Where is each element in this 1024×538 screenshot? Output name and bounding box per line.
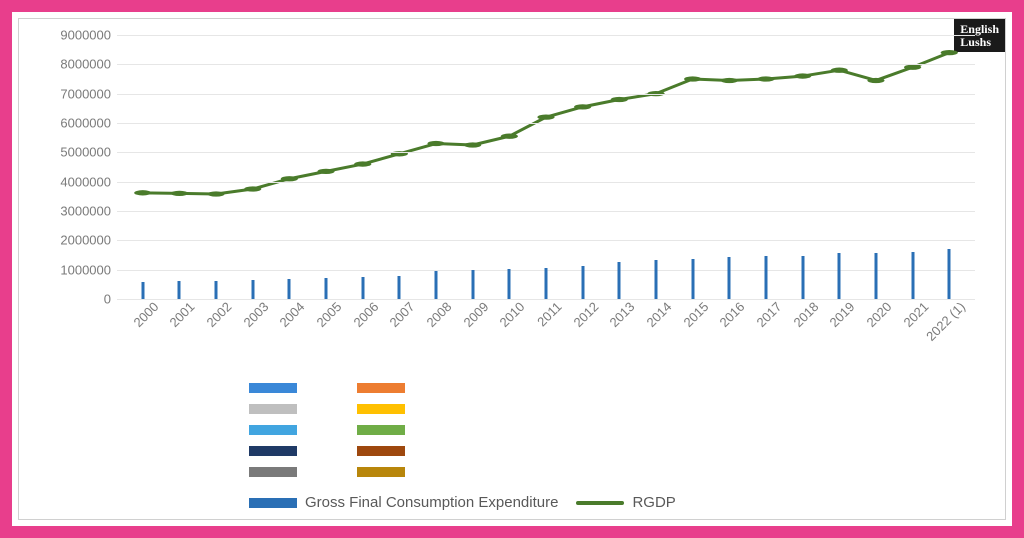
y-tick-label: 5000000: [60, 145, 117, 160]
legend-swatch-row: [357, 442, 405, 460]
y-tick-label: 3000000: [60, 204, 117, 219]
legend-swatch-row: [249, 442, 297, 460]
bar: [764, 256, 767, 299]
bar: [545, 268, 548, 299]
legend-item-bar: Gross Final Consumption Expenditure: [249, 494, 558, 511]
bar: [141, 282, 144, 299]
gridline: [117, 182, 975, 183]
gridline: [117, 94, 975, 95]
legend-swatch: [249, 383, 297, 393]
x-tick-label: 2005: [314, 299, 345, 330]
x-tick-label: 2021: [900, 299, 931, 330]
x-tick-label: 2009: [460, 299, 491, 330]
gridline: [117, 35, 975, 36]
y-tick-label: 2000000: [60, 233, 117, 248]
chart-area: 0 1000000 2000000 3000000 4000000 5000000 6000…: [39, 27, 985, 347]
gridline: [117, 240, 975, 241]
legend-bar-swatch: [249, 498, 297, 508]
x-tick-label: 2006: [350, 299, 381, 330]
bar: [838, 253, 841, 299]
bar: [618, 262, 621, 299]
legend-swatch: [357, 446, 405, 456]
x-tick-label: 2017: [753, 299, 784, 330]
bar: [911, 252, 914, 299]
plot-region: 0100000020000003000000400000050000006000…: [117, 35, 975, 299]
x-tick-label: 2007: [387, 299, 418, 330]
bar: [398, 276, 401, 299]
gridline: [117, 211, 975, 212]
bar: [471, 270, 474, 299]
legend-swatch: [249, 446, 297, 456]
gridline: [117, 64, 975, 65]
bar: [581, 266, 584, 299]
legend-swatch: [357, 467, 405, 477]
bar: [874, 253, 877, 299]
rgdp-line: [117, 35, 975, 299]
bar: [654, 260, 657, 299]
x-tick-label: 2020: [863, 299, 894, 330]
x-tick-label: 2019: [827, 299, 858, 330]
y-tick-label: 1000000: [60, 262, 117, 277]
bar: [178, 281, 181, 299]
legend-swatch: [249, 467, 297, 477]
bar: [361, 277, 364, 299]
chart-card: English Lushs 01000000200000030000004000…: [18, 18, 1006, 520]
bar: [508, 269, 511, 299]
x-tick-label: 2015: [680, 299, 711, 330]
legend-swatch-row: [357, 400, 405, 418]
x-tick-label: 2011: [534, 299, 564, 329]
bar: [251, 280, 254, 299]
legend-main: Gross Final Consumption Expenditure RGDP: [249, 494, 965, 511]
x-tick-label: 2016: [717, 299, 748, 330]
y-tick-label: 0: [104, 292, 117, 307]
gridline: [117, 123, 975, 124]
legend-line-label: RGDP: [632, 494, 675, 511]
legend-line-swatch: [576, 501, 624, 505]
legend-swatch-row: [357, 379, 405, 397]
x-tick-label: 2010: [497, 299, 528, 330]
bar: [288, 279, 291, 299]
legend-bar-label: Gross Final Consumption Expenditure: [305, 494, 558, 511]
legend-swatch: [357, 383, 405, 393]
bar: [215, 281, 218, 299]
legend-swatch: [357, 404, 405, 414]
x-tick-label: 2014: [643, 299, 674, 330]
x-tick-label: 2001: [167, 299, 198, 330]
x-tick-label: 2008: [423, 299, 454, 330]
outer-frame: English Lushs 01000000200000030000004000…: [0, 0, 1024, 538]
legend-swatch-row: [357, 463, 405, 481]
legend-swatch-row: [249, 463, 297, 481]
x-tick-label: 2012: [570, 299, 601, 330]
x-tick-label: 2000: [130, 299, 161, 330]
bar: [728, 257, 731, 299]
y-tick-label: 6000000: [60, 116, 117, 131]
bar: [325, 278, 328, 299]
bar: [435, 271, 438, 299]
x-tick-label: 2003: [240, 299, 271, 330]
x-tick-label: 2013: [607, 299, 638, 330]
x-tick-label: 2018: [790, 299, 821, 330]
legend-swatch-row: [249, 400, 297, 418]
x-axis-labels: 2000200120022003200420052006200720082009…: [117, 299, 975, 355]
x-tick-label: 2004: [277, 299, 308, 330]
legend-item-line: RGDP: [576, 494, 675, 511]
legend-swatch: [249, 404, 297, 414]
bar: [801, 256, 804, 299]
bar: [691, 259, 694, 299]
legend-swatch-row: [357, 421, 405, 439]
y-tick-label: 7000000: [60, 86, 117, 101]
x-tick-label: 2002: [204, 299, 235, 330]
legend-swatch: [357, 425, 405, 435]
x-tick-label: 2022 (1): [923, 299, 968, 344]
legend-swatch-row: [249, 421, 297, 439]
bar: [948, 249, 951, 299]
y-tick-label: 8000000: [60, 57, 117, 72]
legend-swatch-row: [249, 379, 297, 397]
y-tick-label: 4000000: [60, 174, 117, 189]
legend-swatch: [249, 425, 297, 435]
gridline: [117, 152, 975, 153]
y-tick-label: 9000000: [60, 28, 117, 43]
